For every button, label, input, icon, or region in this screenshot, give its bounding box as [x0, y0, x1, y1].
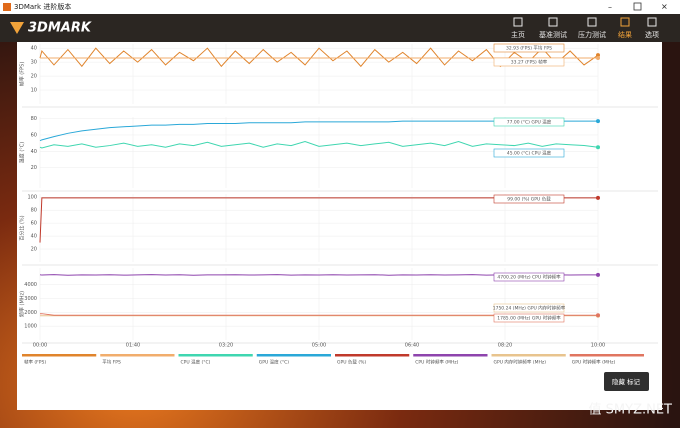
y-tick-label: 40	[31, 46, 37, 52]
title-bar	[0, 0, 680, 14]
x-tick-label: 06:40	[405, 343, 419, 349]
legend-label[interactable]: 平均 FPS	[102, 359, 121, 366]
nav-icon	[548, 17, 558, 27]
header-bar	[0, 14, 680, 42]
nav-item[interactable]: 主页	[511, 30, 525, 39]
end-marker	[596, 272, 600, 277]
watermark: 值 SMYZ.NET	[589, 402, 673, 418]
annotation: 77.00 (°C) GPU 温度	[507, 119, 552, 126]
annotation-box	[493, 313, 565, 323]
legend-swatch	[569, 354, 644, 357]
legend-label[interactable]: GPU 负载 (%)	[337, 359, 366, 366]
y-axis-label: 百分比 (%)	[19, 215, 26, 240]
window-title: 3DMark 进阶版本	[14, 2, 71, 11]
y-tick-label: 20	[31, 247, 37, 253]
legend-label[interactable]: GPU 内存时钟频率 (MHz)	[494, 359, 547, 366]
legend-swatch	[413, 354, 488, 357]
annotation: 99.00 (%) GPU 负载	[507, 196, 551, 203]
maximize-button[interactable]	[633, 2, 642, 11]
end-marker	[596, 56, 600, 61]
end-marker	[596, 145, 600, 150]
legend-label[interactable]: GPU 温度 (°C)	[259, 359, 290, 366]
annotation-box	[493, 272, 565, 282]
y-tick-label: 10	[31, 88, 37, 94]
y-tick-label: 20	[31, 165, 37, 171]
nav-icon	[587, 17, 597, 27]
y-axis-label: 频率 (MHz)	[19, 291, 26, 317]
series-line	[39, 140, 599, 149]
legend-label[interactable]: GPU 时钟频率 (MHz)	[572, 359, 616, 366]
nav-item[interactable]: 基准测试	[539, 30, 567, 39]
annotation-box	[493, 303, 565, 313]
legend-swatch	[335, 354, 410, 357]
annotation: 1750.24 (MHz) GPU 内存时钟频率	[493, 305, 566, 312]
content-panel	[17, 42, 662, 410]
annotation: 33.27 (FPS) 帧率	[511, 59, 548, 66]
x-tick-label: 10:00	[591, 343, 605, 349]
end-marker	[596, 313, 600, 318]
button-label[interactable]: 隐藏 标记	[612, 377, 641, 386]
y-tick-label: 30	[31, 60, 37, 66]
annotation: 32.93 (FPS) 平均 FPS	[506, 45, 552, 52]
nav-icon	[647, 17, 657, 27]
y-tick-label: 40	[31, 234, 37, 240]
hide-markers-button[interactable]	[604, 372, 649, 391]
y-tick-label: 40	[31, 149, 37, 155]
annotation-box	[493, 57, 565, 67]
nav-item[interactable]: 选项	[645, 30, 659, 39]
legend-swatch	[256, 354, 331, 357]
legend-swatch	[178, 354, 253, 357]
y-tick-label: 20	[31, 74, 37, 80]
y-axis-label: 温度 (°C)	[19, 142, 26, 164]
y-tick-label: 80	[31, 208, 37, 214]
annotation-box	[493, 194, 565, 204]
legend-label[interactable]: CPU 时钟频率 (MHz)	[415, 359, 458, 366]
y-axis-label: 帧率 (FPS)	[19, 62, 26, 87]
annotation: 1785.00 (MHz) GPU 时钟频率	[497, 315, 561, 322]
y-tick-label: 4000	[24, 282, 37, 288]
logo: 3DMARK	[28, 21, 92, 36]
nav-item[interactable]: 结果	[618, 30, 632, 39]
annotation-box	[493, 148, 565, 158]
end-marker	[596, 53, 600, 58]
y-tick-label: 3000	[24, 296, 37, 302]
legend-swatch	[100, 354, 175, 357]
y-tick-label: 1000	[24, 324, 37, 330]
x-tick-label: 08:20	[498, 343, 512, 349]
logo-mark	[10, 22, 24, 34]
y-tick-label: 2000	[24, 310, 37, 316]
nav-icon	[513, 17, 523, 27]
x-tick-label: 05:00	[312, 343, 326, 349]
annotation: 45.00 (°C) CPU 温度	[507, 150, 552, 157]
close-button[interactable]: ✕	[661, 3, 668, 12]
x-tick-label: 03:20	[219, 343, 233, 349]
annotation-box	[493, 43, 565, 53]
legend-label[interactable]: CPU 温度 (°C)	[181, 359, 211, 366]
nav-item[interactable]: 压力测试	[578, 30, 606, 39]
nav-icon	[620, 17, 630, 27]
y-tick-label: 100	[27, 195, 37, 201]
end-marker	[596, 119, 600, 124]
y-tick-label: 60	[31, 132, 37, 138]
legend-label[interactable]: 帧率 (FPS)	[24, 359, 46, 366]
x-tick-label: 00:00	[33, 343, 47, 349]
annotation: 4700.20 (MHz) CPU 时钟频率	[497, 274, 561, 281]
x-tick-label: 01:40	[126, 343, 140, 349]
y-tick-label: 60	[31, 221, 37, 227]
annotation-box	[493, 117, 565, 127]
minimize-button[interactable]: –	[608, 3, 612, 12]
app-icon	[3, 3, 11, 11]
legend-swatch	[22, 354, 97, 357]
legend-swatch	[491, 354, 566, 357]
end-marker	[596, 195, 600, 200]
y-tick-label: 80	[31, 116, 37, 122]
